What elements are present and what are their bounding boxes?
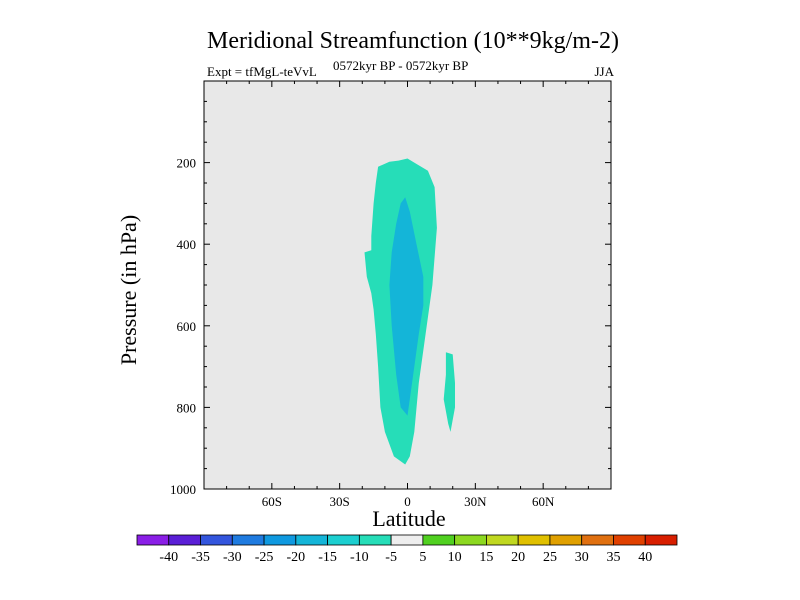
- colorbar-tick-label: -5: [385, 550, 397, 565]
- colorbar-swatch: [422, 534, 456, 546]
- colorbar-swatch: [390, 534, 424, 546]
- x-tick-label: 60S: [262, 494, 282, 509]
- colorbar-tick-label: 15: [479, 550, 493, 565]
- colorbar-swatch: [454, 534, 487, 546]
- colorbar-tick-label: 10: [448, 550, 462, 565]
- x-axis-label: Latitude: [372, 506, 446, 531]
- colorbar-swatch: [200, 534, 233, 546]
- colorbar-swatch: [327, 534, 360, 546]
- colorbar-tick-label: -10: [350, 550, 369, 565]
- x-tick-label: 30S: [330, 494, 350, 509]
- chart-title: Meridional Streamfunction (10**9kg/m-2): [207, 28, 619, 54]
- colorbar-swatch: [549, 534, 583, 546]
- y-tick-label: 800: [177, 400, 197, 415]
- colorbar-swatch: [613, 534, 646, 546]
- colorbar-tick-label: -25: [255, 550, 274, 565]
- contour-secondary-negative: [443, 352, 455, 432]
- x-tick-label: 60N: [532, 494, 555, 509]
- y-tick-label: 1000: [170, 482, 196, 497]
- colorbar-tick-label: 5: [419, 550, 426, 565]
- chart-subtitle: 0572kyr BP - 0572kyr BP: [333, 58, 469, 73]
- colorbar-swatch: [358, 534, 392, 546]
- y-tick-label: 200: [177, 156, 197, 171]
- contour-inner-negative: [389, 197, 424, 416]
- x-tick-label: 30N: [464, 494, 487, 509]
- colorbar-swatch: [168, 534, 201, 546]
- colorbar-swatch: [231, 534, 265, 546]
- colorbar-swatch: [644, 534, 678, 546]
- y-tick-label: 600: [177, 319, 197, 334]
- colorbar-swatch: [295, 534, 328, 546]
- colorbar-swatch: [263, 534, 297, 546]
- colorbar-swatch: [581, 534, 614, 546]
- colorbar-tick-label: 25: [543, 550, 557, 565]
- colorbar-swatch: [486, 534, 519, 546]
- colorbar-tick-label: 20: [511, 550, 525, 565]
- x-tick-label: 0: [404, 494, 411, 509]
- colorbar-tick-label: -35: [191, 550, 210, 565]
- colorbar-tick-label: -40: [159, 550, 178, 565]
- colorbar-tick-label: -30: [223, 550, 242, 565]
- colorbar-tick-label: -20: [286, 550, 305, 565]
- colorbar-tick-label: -15: [318, 550, 337, 565]
- y-tick-label: 400: [177, 237, 197, 252]
- season-label: JJA: [594, 64, 614, 79]
- experiment-label: Expt = tfMgL-teVvL: [207, 64, 317, 79]
- colorbar-tick-label: 35: [606, 550, 620, 565]
- colorbar-tick-label: 40: [638, 550, 652, 565]
- colorbar-swatch: [136, 534, 170, 546]
- colorbar-swatch: [517, 534, 551, 546]
- colorbar-tick-label: 30: [575, 550, 589, 565]
